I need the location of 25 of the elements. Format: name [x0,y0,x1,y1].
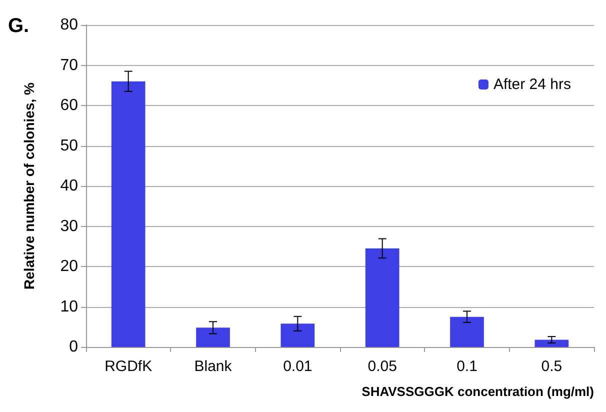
y-tick-label: 10 [60,298,78,316]
y-tick-label: 30 [60,218,78,235]
y-tick-label: 50 [60,137,78,154]
x-tick-label: 0.5 [541,358,562,375]
y-tick-label: 40 [60,178,78,194]
bar [111,81,146,347]
y-axis-title: Relative number of colonies, % [21,82,37,290]
bar [280,324,315,347]
y-tick-label: 0 [69,338,78,356]
x-tick-label: RGDfK [104,358,152,375]
x-tick-label: 0.05 [368,358,397,375]
x-axis-title: SHAVSSGGGK concentration (mg/ml) [362,384,594,399]
x-tick-label: Blank [194,358,232,375]
y-tick-label: 60 [60,97,78,114]
bar [365,248,400,347]
x-tick-label: 0.01 [283,358,312,375]
y-tick-label: 20 [60,258,78,275]
text: G. [8,15,30,37]
y-tick-label: 70 [60,56,78,74]
bar [450,316,484,347]
bar [196,328,230,347]
legend-label: After 24 hrs [493,76,572,93]
y-tick-label: 80 [60,16,78,34]
bar [534,340,569,347]
x-tick-label: 0.1 [456,358,478,375]
